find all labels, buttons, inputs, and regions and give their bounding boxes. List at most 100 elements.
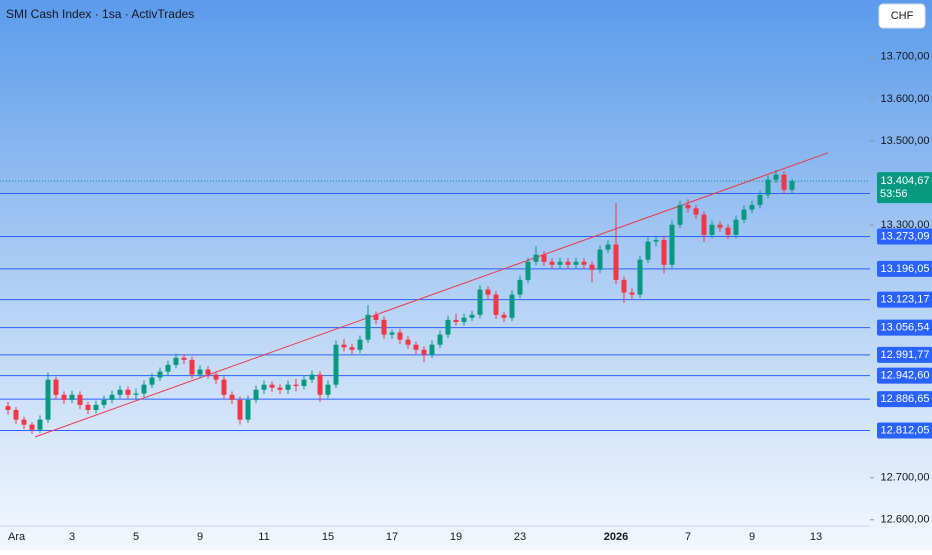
y-tick-label: 13.300,00 bbox=[881, 219, 930, 231]
candle-body bbox=[429, 344, 435, 355]
level-label-box bbox=[877, 367, 932, 384]
candle-body bbox=[29, 424, 35, 430]
candle-body bbox=[301, 379, 307, 386]
candle-body bbox=[197, 369, 203, 375]
candle-body bbox=[21, 419, 27, 425]
level-label-box bbox=[877, 319, 932, 336]
candle-body bbox=[461, 317, 467, 322]
candle-body bbox=[157, 371, 163, 378]
candle-body bbox=[189, 359, 195, 375]
candle-body bbox=[469, 314, 475, 318]
candle-body bbox=[565, 261, 571, 265]
candle-body bbox=[357, 339, 363, 350]
candle-body bbox=[733, 219, 739, 235]
candle-body bbox=[645, 241, 651, 260]
level-label: 13.196,05 bbox=[881, 263, 930, 275]
candle-body bbox=[93, 404, 99, 410]
candle-body bbox=[597, 249, 603, 270]
candle-body bbox=[309, 374, 315, 380]
x-tick-label: 23 bbox=[514, 531, 526, 543]
candle-body bbox=[709, 224, 715, 235]
candle-body bbox=[293, 384, 299, 386]
candle-body bbox=[677, 204, 683, 225]
x-tick-label: 19 bbox=[450, 531, 462, 543]
candle-body bbox=[405, 339, 411, 345]
level-label-box bbox=[877, 228, 932, 245]
candle-body bbox=[333, 344, 339, 385]
candle-body bbox=[637, 259, 643, 295]
candle-body bbox=[5, 406, 11, 410]
x-tick-label: 7 bbox=[685, 531, 691, 543]
candle-body bbox=[141, 384, 147, 394]
x-tick-label: 17 bbox=[386, 531, 398, 543]
candle-body bbox=[573, 261, 579, 265]
candle-body bbox=[661, 239, 667, 265]
candle-body bbox=[725, 227, 731, 235]
candle-body bbox=[581, 261, 587, 265]
candle-body bbox=[605, 244, 611, 250]
candle-body bbox=[341, 344, 347, 348]
candle-body bbox=[285, 384, 291, 390]
candle-body bbox=[549, 261, 555, 265]
candle-body bbox=[613, 244, 619, 280]
level-label: 12.942,60 bbox=[881, 370, 930, 382]
candle-body bbox=[541, 254, 547, 262]
candle-body bbox=[389, 332, 395, 335]
candle-body bbox=[773, 174, 779, 180]
candle-body bbox=[277, 387, 283, 390]
candle-body bbox=[45, 379, 51, 420]
trend-line bbox=[35, 152, 829, 438]
candle-body bbox=[205, 369, 211, 375]
chart-title: SMI Cash Index · 1sa · ActivTrades bbox=[6, 7, 194, 21]
y-tick-label: 13.500,00 bbox=[881, 135, 930, 147]
candle-body bbox=[37, 419, 43, 430]
candle-body bbox=[589, 264, 595, 270]
candle-body bbox=[517, 279, 523, 295]
candle-body bbox=[493, 294, 499, 315]
candle-body bbox=[317, 374, 323, 395]
candle-body bbox=[693, 208, 699, 215]
candle-body bbox=[69, 394, 75, 400]
candle-body bbox=[181, 357, 187, 360]
candle-body bbox=[509, 294, 515, 318]
candle-body bbox=[717, 224, 723, 228]
x-tick-label: 9 bbox=[197, 531, 203, 543]
level-label: 12.886,65 bbox=[881, 393, 930, 405]
candle-body bbox=[261, 384, 267, 390]
currency-button[interactable] bbox=[878, 3, 926, 29]
candle-body bbox=[629, 292, 635, 295]
candle-body bbox=[85, 404, 91, 410]
x-tick-label: 5 bbox=[133, 531, 139, 543]
candle-body bbox=[229, 394, 235, 400]
candle-body bbox=[757, 194, 763, 205]
candle-body bbox=[421, 349, 427, 355]
current-price-box bbox=[877, 172, 932, 204]
candle-body bbox=[245, 399, 251, 420]
level-label: 13.273,09 bbox=[881, 230, 930, 242]
candle-body bbox=[445, 319, 451, 335]
candle-body bbox=[325, 384, 331, 395]
candle-body bbox=[349, 347, 355, 350]
candle-body bbox=[13, 409, 19, 420]
candle-body bbox=[173, 357, 179, 365]
level-label: 12.991,77 bbox=[881, 349, 930, 361]
candle-body bbox=[533, 254, 539, 262]
candle-body bbox=[213, 374, 219, 380]
currency-label[interactable]: CHF bbox=[891, 10, 914, 22]
candle-body bbox=[701, 214, 707, 235]
candle-body bbox=[269, 384, 275, 388]
x-tick-label: 9 bbox=[749, 531, 755, 543]
candle-body bbox=[165, 364, 171, 372]
candle-body bbox=[77, 394, 83, 405]
x-tick-label: 3 bbox=[69, 531, 75, 543]
candle-body bbox=[237, 399, 243, 420]
x-tick-label: Ara bbox=[8, 531, 26, 543]
candle-body bbox=[477, 289, 483, 315]
level-label-box bbox=[877, 422, 932, 439]
level-label: 13.123,17 bbox=[881, 294, 930, 306]
candle-body bbox=[749, 204, 755, 210]
candle-body bbox=[149, 377, 155, 385]
candle-body bbox=[501, 314, 507, 318]
candle-body bbox=[789, 181, 795, 190]
